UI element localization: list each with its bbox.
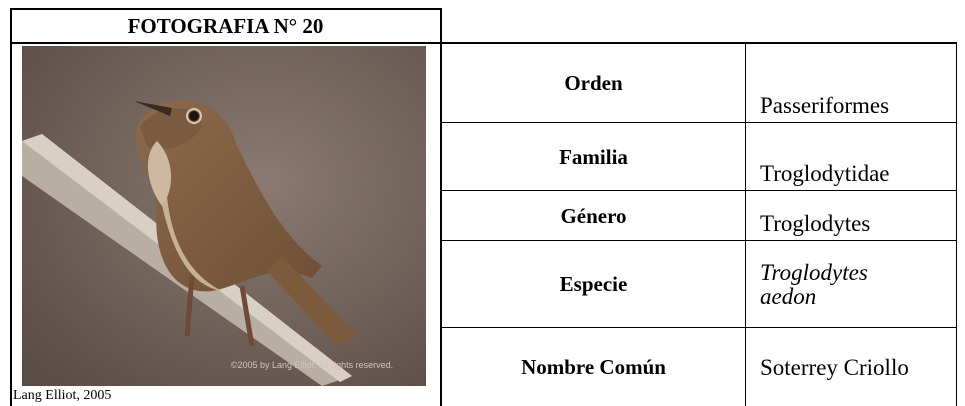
border (441, 190, 957, 191)
border (441, 122, 957, 123)
row-value: Passeriformes (760, 93, 890, 118)
border (10, 8, 12, 406)
photo-caption: Lang Elliot, 2005 (13, 388, 112, 403)
row-label: Nombre Común (521, 355, 666, 379)
border (10, 42, 957, 44)
border (745, 42, 746, 406)
photo-title: FOTOGRAFIA N° 20 (127, 14, 324, 38)
border (441, 327, 957, 328)
border (956, 42, 957, 406)
row-value: Troglodytes aedon (760, 259, 868, 309)
watermark: ©2005 by Lang Elliot. All rights reserve… (231, 360, 393, 370)
row-label: Familia (559, 144, 628, 169)
row-label: Género (560, 203, 627, 228)
row-label: Especie (559, 272, 628, 296)
row-label: Orden (564, 70, 623, 95)
row-value: Troglodytidae (760, 161, 890, 186)
border (10, 8, 442, 10)
bird-photo: ©2005 by Lang Elliot. All rights reserve… (22, 46, 426, 386)
border (440, 8, 442, 406)
row-value: Soterrey Criollo (760, 354, 909, 380)
row-value: Troglodytes (760, 211, 871, 236)
border (441, 240, 957, 241)
